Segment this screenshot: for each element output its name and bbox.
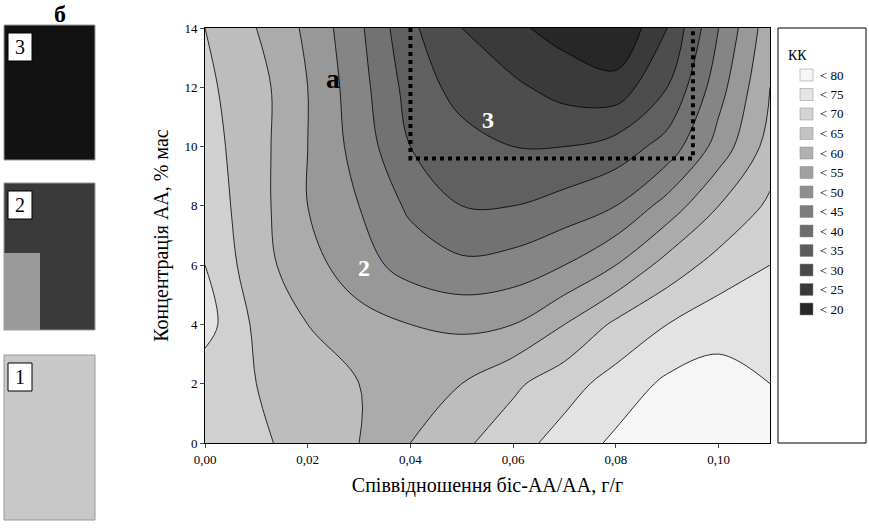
svg-text:Співвідношення біс-АА/АА, г/г: Співвідношення біс-АА/АА, г/г <box>352 474 623 497</box>
svg-text:< 75: < 75 <box>820 87 844 102</box>
svg-text:8: 8 <box>191 198 198 213</box>
svg-text:Концентрація АА, % мас: Концентрація АА, % мас <box>150 129 173 342</box>
svg-text:< 25: < 25 <box>820 282 844 297</box>
svg-text:2: 2 <box>15 194 25 216</box>
svg-text:0,08: 0,08 <box>605 452 628 467</box>
svg-text:2: 2 <box>358 255 370 281</box>
svg-text:< 30: < 30 <box>820 263 844 278</box>
svg-text:б: б <box>54 1 66 27</box>
svg-text:< 70: < 70 <box>820 106 844 121</box>
svg-text:3: 3 <box>482 107 494 133</box>
svg-text:0,00: 0,00 <box>194 452 217 467</box>
svg-text:3: 3 <box>15 36 25 58</box>
svg-text:0: 0 <box>191 436 198 451</box>
svg-text:0,10: 0,10 <box>707 452 730 467</box>
svg-text:< 65: < 65 <box>820 126 844 141</box>
svg-text:1: 1 <box>15 366 25 388</box>
svg-text:КК: КК <box>788 48 807 63</box>
svg-text:10: 10 <box>184 139 197 154</box>
svg-text:6: 6 <box>191 258 198 273</box>
svg-text:2: 2 <box>191 376 198 391</box>
svg-text:4: 4 <box>191 317 198 332</box>
svg-text:< 55: < 55 <box>820 165 844 180</box>
svg-text:< 40: < 40 <box>820 224 844 239</box>
svg-text:< 45: < 45 <box>820 204 844 219</box>
svg-text:< 35: < 35 <box>820 243 844 258</box>
svg-text:< 20: < 20 <box>820 302 844 317</box>
svg-text:14: 14 <box>184 21 198 36</box>
svg-text:< 60: < 60 <box>820 146 844 161</box>
svg-text:0,02: 0,02 <box>296 452 319 467</box>
svg-text:< 80: < 80 <box>820 68 844 83</box>
svg-text:0,04: 0,04 <box>399 452 422 467</box>
svg-text:0,06: 0,06 <box>502 452 525 467</box>
svg-text:12: 12 <box>184 80 197 95</box>
svg-text:а: а <box>326 63 340 94</box>
svg-text:< 50: < 50 <box>820 185 844 200</box>
